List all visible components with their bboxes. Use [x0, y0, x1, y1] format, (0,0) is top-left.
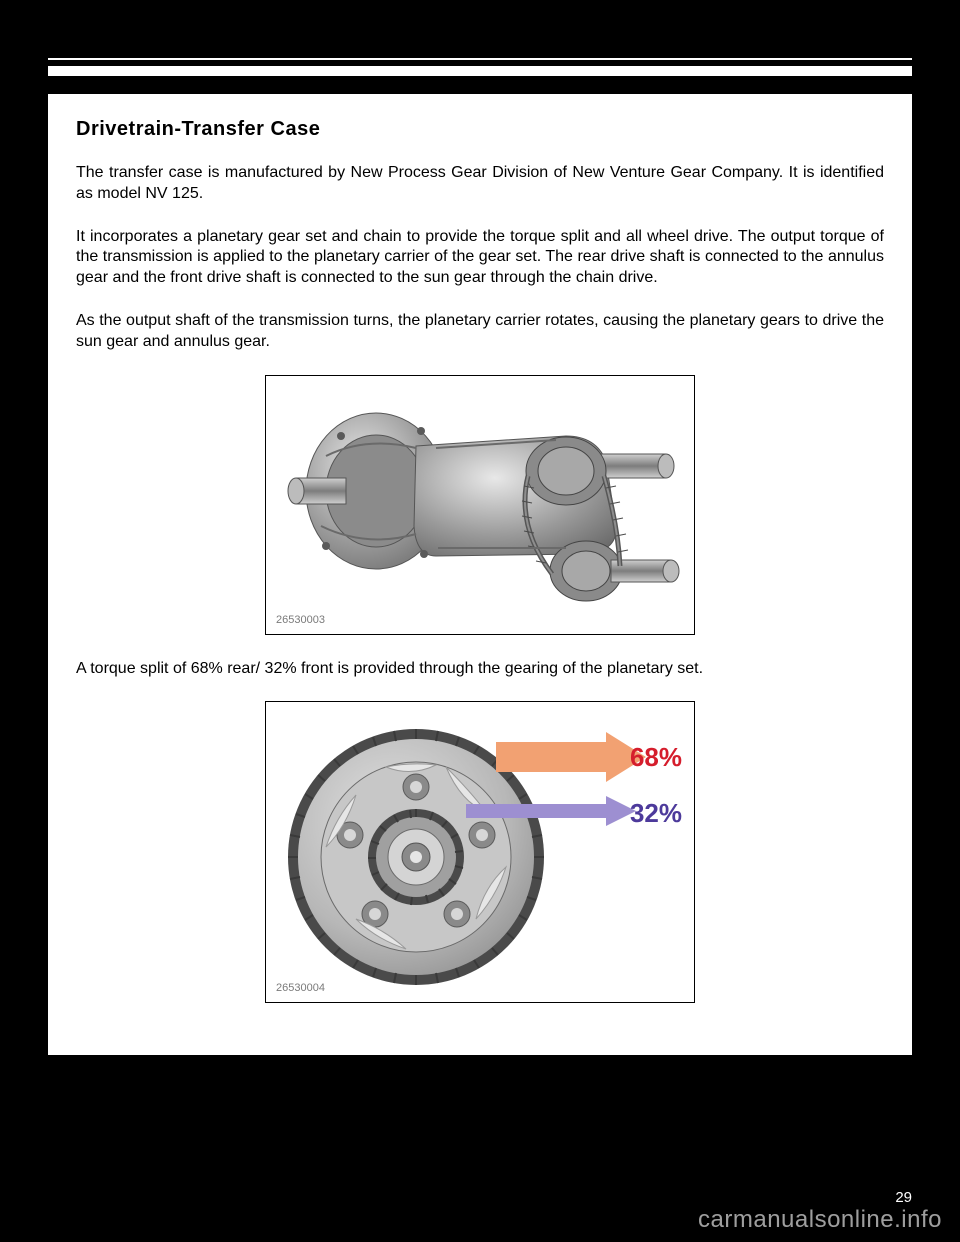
rear-arrow-icon — [496, 732, 646, 782]
paragraph-4: A torque split of 68% rear/ 32% front is… — [76, 659, 884, 680]
rear-torque-label: 68% — [630, 742, 682, 773]
paragraph-1: The transfer case is manufactured by New… — [76, 163, 884, 205]
figure-2-caption: 26530004 — [276, 982, 325, 994]
figure-transfer-case: 26530003 — [265, 375, 695, 635]
section-title: Drivetrain-Transfer Case — [76, 118, 884, 141]
page-outer: Drivetrain-Transfer Case The transfer ca… — [0, 0, 960, 1242]
figure-torque-split: 68% 32% 26530004 — [265, 701, 695, 1003]
figure-1-caption: 26530003 — [276, 614, 325, 626]
top-rule-thick — [48, 66, 912, 76]
content-box: Drivetrain-Transfer Case The transfer ca… — [48, 94, 912, 1055]
page-number: 29 — [895, 1189, 912, 1206]
paragraph-3: As the output shaft of the transmission … — [76, 311, 884, 353]
top-rule-thin — [48, 58, 912, 60]
transfer-case-illustration-icon — [266, 376, 695, 635]
paragraph-2: It incorporates a planetary gear set and… — [76, 227, 884, 289]
front-torque-label: 32% — [630, 798, 682, 829]
watermark: carmanualsonline.info — [698, 1206, 942, 1234]
